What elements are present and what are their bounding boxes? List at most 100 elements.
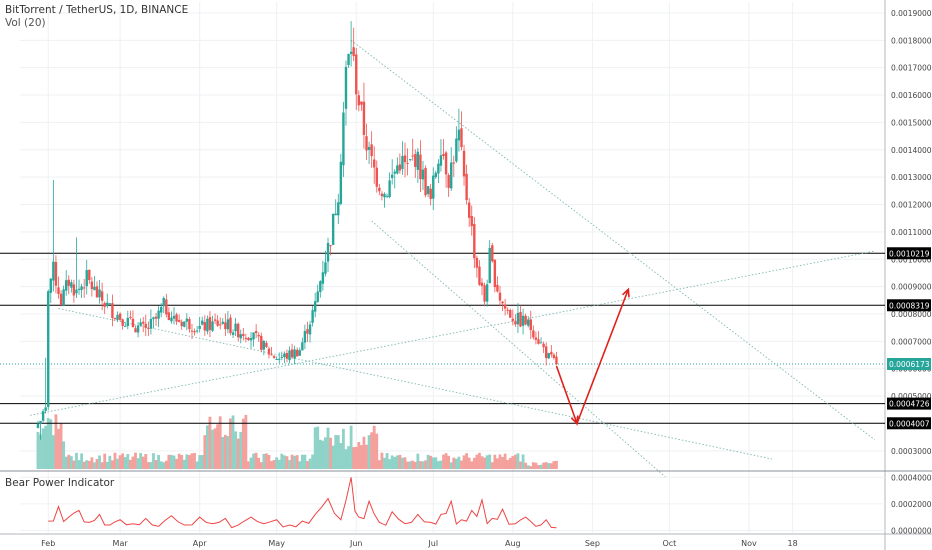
- candle-body: [195, 330, 199, 332]
- volume-bar: [501, 456, 504, 469]
- level-tag-label: 0.0004007: [889, 419, 930, 428]
- candle-body: [362, 101, 366, 135]
- volume-bar: [516, 453, 520, 469]
- volume-bar: [406, 461, 409, 469]
- price-tick-label: 0.0016000: [891, 91, 932, 100]
- candle-body: [183, 321, 186, 327]
- candle-body: [334, 213, 337, 216]
- volume-bar: [478, 452, 481, 469]
- volume-bar: [511, 456, 515, 469]
- candle-body: [506, 309, 509, 311]
- candle-body: [283, 353, 286, 358]
- candle-body: [467, 202, 471, 218]
- volume-bar: [103, 453, 107, 469]
- candle-body: [211, 321, 214, 331]
- volume-bar: [208, 416, 212, 469]
- candle-body: [77, 288, 81, 290]
- volume-bar: [547, 463, 551, 469]
- candle-body: [254, 331, 258, 334]
- volume-bar: [421, 461, 425, 469]
- candle-body: [529, 319, 532, 331]
- volume-bar: [85, 460, 89, 469]
- candle-body: [159, 306, 163, 313]
- candle-body: [365, 136, 368, 151]
- candle-body: [452, 162, 455, 164]
- candle-body: [262, 340, 266, 350]
- candle-body: [552, 354, 556, 358]
- volume-bar: [270, 460, 273, 469]
- volume-bar: [475, 454, 479, 469]
- volume-bar: [357, 441, 361, 469]
- candle-body: [290, 349, 294, 358]
- volume-bar: [152, 453, 155, 469]
- volume-bar: [313, 427, 317, 469]
- candle-body: [555, 356, 558, 365]
- volume-bar: [67, 454, 71, 469]
- volume-bar: [534, 462, 538, 469]
- time-tick-label: Oct: [662, 539, 676, 548]
- bear-power-line: [48, 477, 557, 529]
- volume-bar: [49, 419, 53, 469]
- volume-bar: [375, 433, 379, 469]
- volume-bar: [549, 463, 553, 469]
- volume-bar: [195, 461, 199, 469]
- price-tick-label: 0.0018000: [891, 36, 932, 45]
- candle-body: [72, 284, 76, 296]
- volume-bar: [316, 426, 320, 469]
- candle-body: [296, 349, 299, 357]
- candle-body: [288, 350, 291, 361]
- candle-body: [247, 337, 250, 341]
- candles: [36, 21, 558, 440]
- candle-body: [293, 349, 296, 359]
- volume-bar: [203, 435, 207, 469]
- price-tick-label: 0.0005000: [891, 392, 932, 401]
- candle-body: [352, 47, 355, 57]
- volume-bar: [465, 453, 469, 469]
- candle-body: [378, 187, 381, 192]
- volume-bar: [324, 437, 327, 469]
- candle-body: [357, 95, 361, 106]
- volume-bar: [362, 436, 366, 469]
- volume-bar: [329, 437, 332, 469]
- candle-body: [121, 319, 124, 326]
- candle-body: [221, 321, 224, 324]
- volume-bar: [154, 459, 158, 469]
- candle-body: [496, 284, 499, 292]
- candle-body: [298, 350, 301, 356]
- candle-body: [465, 173, 468, 201]
- candle-body: [491, 245, 494, 262]
- indicator-title: Bear Power Indicator: [5, 477, 115, 489]
- volume-bar: [134, 452, 137, 469]
- candle-body: [118, 313, 122, 320]
- volume-bar: [80, 453, 84, 469]
- volume-bar: [295, 455, 299, 469]
- candle-body: [493, 259, 497, 288]
- volume-bar: [229, 418, 232, 469]
- volume-bar: [447, 455, 451, 469]
- candle-body: [429, 188, 432, 200]
- level-tag-label: 0.0004726: [889, 400, 930, 409]
- volume-bar: [370, 432, 374, 469]
- volume-bar: [493, 454, 497, 469]
- candle-body: [329, 245, 332, 247]
- time-tick-label: Sep: [585, 539, 600, 548]
- candle-body: [326, 242, 330, 262]
- volume-bar: [182, 459, 186, 469]
- candle-body: [311, 310, 314, 323]
- current-price-tag-label: 0.0006173: [889, 360, 930, 369]
- volume-bar: [69, 456, 73, 469]
- candle-body: [411, 155, 414, 157]
- volume-bar: [529, 466, 533, 469]
- candle-body: [219, 324, 222, 326]
- volume-bar: [311, 454, 315, 469]
- volume-bar: [431, 457, 435, 469]
- candle-body: [88, 269, 91, 281]
- volume-bar: [64, 456, 68, 469]
- level-tag-label: 0.0010219: [889, 249, 930, 258]
- volume-bar: [434, 457, 438, 469]
- volume-bar: [424, 460, 427, 469]
- level-tag-bg: [887, 397, 931, 410]
- candle-body: [108, 303, 112, 305]
- volume-bar: [164, 460, 168, 469]
